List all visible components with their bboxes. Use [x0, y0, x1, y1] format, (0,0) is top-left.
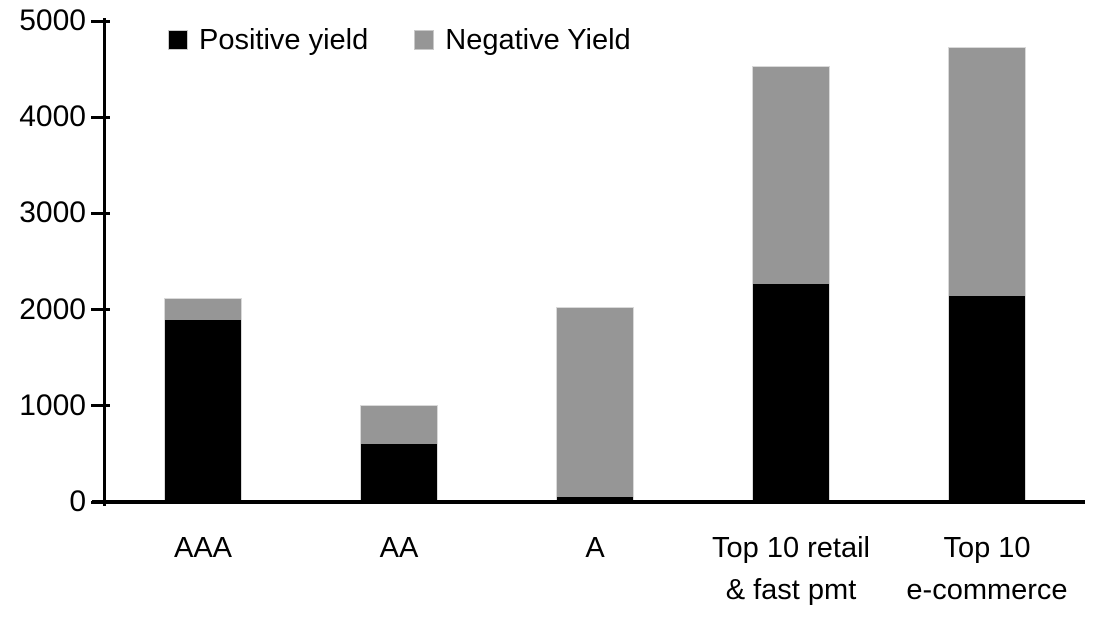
y-tick-label-2000: 2000	[19, 293, 86, 326]
x-category-label-a: A	[585, 532, 605, 564]
legend-label-positive-yield: Positive yield	[199, 24, 369, 56]
legend-label-negative-yield: Negative Yield	[445, 24, 631, 56]
y-tick-1000	[91, 404, 110, 407]
bar-a	[556, 307, 634, 502]
bar-segment-aaa-positive-yield	[165, 319, 241, 502]
bar-segment-aa-positive-yield	[361, 443, 437, 502]
x-category-label-aaa: AAA	[173, 532, 233, 564]
y-tick-4000	[91, 116, 110, 119]
x-axis-line	[92, 500, 1085, 504]
y-tick-3000	[91, 212, 110, 215]
y-tick-label-3000: 3000	[19, 196, 86, 229]
bar-segment-aaa-negative-yield	[165, 299, 241, 320]
legend-item-positive-yield: Positive yield	[168, 24, 369, 56]
x-category-label-top-10-e-commerce: Top 10 e-commerce	[906, 532, 1068, 606]
y-axis-line	[103, 18, 106, 506]
legend-item-negative-yield: Negative Yield	[414, 24, 631, 56]
y-tick-5000	[91, 20, 110, 23]
legend-swatch-positive-yield	[168, 30, 188, 50]
y-tick-label-4000: 4000	[19, 100, 86, 133]
bar-aaa	[164, 298, 242, 502]
legend: Positive yield Negative Yield	[168, 24, 631, 56]
bar-top-10-e-commerce	[948, 47, 1026, 502]
x-category-label-aa: AA	[379, 532, 419, 564]
legend-swatch-negative-yield	[414, 30, 435, 50]
bar-aa	[360, 405, 438, 502]
bar-segment-top-10-e-commerce-negative-yield	[949, 48, 1025, 297]
bar-segment-top-10-retail-fast-pmt-negative-yield	[753, 67, 829, 284]
y-tick-2000	[91, 308, 110, 311]
bar-segment-a-positive-yield	[557, 497, 633, 502]
y-tick-label-5000: 5000	[19, 4, 86, 37]
bar-segment-top-10-e-commerce-positive-yield	[949, 296, 1025, 502]
y-tick-label-0: 0	[69, 485, 86, 518]
bar-segment-aa-negative-yield	[361, 406, 437, 444]
bar-top-10-retail-fast-pmt	[752, 66, 830, 502]
bar-segment-top-10-retail-fast-pmt-positive-yield	[753, 283, 829, 502]
x-category-label-top-10-retail-fast-pmt: Top 10 retail & fast pmt	[712, 532, 870, 606]
bar-segment-a-negative-yield	[557, 308, 633, 498]
y-tick-label-1000: 1000	[19, 389, 86, 422]
